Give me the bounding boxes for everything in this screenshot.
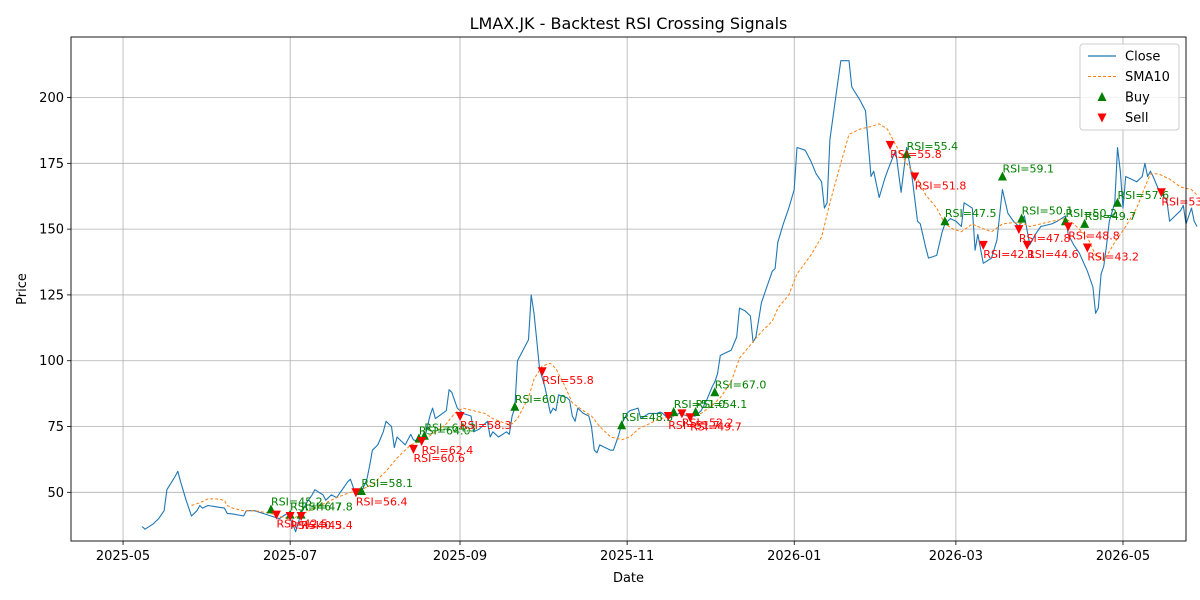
legend-label: Close (1125, 50, 1160, 65)
close-price-line (141, 60, 1198, 533)
y-tick-label: 50 (47, 486, 64, 501)
sell-rsi-label: RSI=51.8 (915, 179, 967, 192)
buy-rsi-label: RSI=64.3 (424, 422, 476, 435)
sell-marker (455, 411, 465, 421)
sell-marker (1082, 243, 1092, 253)
x-tick-label: 2026-05 (1096, 549, 1150, 564)
legend-label: Buy (1125, 91, 1150, 106)
buy-marker (1080, 218, 1090, 228)
buy-rsi-label: RSI=54.1 (696, 398, 748, 411)
y-axis-title: Price (15, 273, 30, 305)
sell-rsi-label: RSI=52.2 (682, 416, 734, 429)
legend-label: SMA10 (1125, 70, 1170, 85)
sell-marker (271, 510, 281, 520)
y-tick-label: 100 (39, 354, 64, 369)
sell-rsi-label: RSI=48.8 (1068, 229, 1120, 242)
sell-rsi-label: RSI=40.5 (290, 519, 342, 532)
buy-marker (356, 485, 366, 495)
legend-buy-swatch (1097, 92, 1107, 101)
sell-rsi-label: RSI=56.4 (356, 495, 408, 508)
sell-rsi-label: RSI=55.8 (890, 148, 942, 161)
buy-marker (902, 149, 912, 159)
x-tick-label: 2025-07 (263, 549, 317, 564)
sell-marker (296, 511, 306, 521)
buy-rsi-label: RSI=67.0 (715, 378, 767, 391)
legend-sell-swatch (1097, 113, 1107, 123)
sell-marker (417, 436, 427, 446)
sell-marker (1014, 225, 1024, 235)
buy-rsi-label: RSI=51.0 (674, 398, 726, 411)
buy-rsi-label: RSI=47.8 (301, 501, 353, 514)
buy-marker (710, 387, 720, 397)
buy-rsi-label: RSI=57.6 (1118, 189, 1170, 202)
buy-rsi-label: RSI=48.5 (622, 411, 674, 424)
buy-marker (940, 216, 950, 226)
sell-rsi-label: RSI=43.2 (1087, 251, 1139, 264)
buy-rsi-label: RSI=50.2 (1065, 207, 1117, 220)
plot-layer: RSI=45.2RSI=46.7RSI=47.8RSI=58.1RSI=64.0… (141, 60, 1200, 533)
buy-rsi-label: RSI=45.2 (271, 495, 323, 508)
y-tick-label: 125 (39, 288, 64, 303)
sell-marker (285, 511, 295, 521)
y-tick-label: 75 (47, 420, 64, 435)
sell-rsi-label: RSI=42.5 (276, 518, 328, 531)
grid-layer (71, 37, 1186, 541)
sell-marker (537, 367, 547, 377)
buy-marker (1113, 197, 1123, 207)
buy-rsi-label: RSI=47.5 (945, 207, 997, 220)
y-tick-label: 175 (39, 157, 64, 172)
sell-rsi-label: RSI=51.7 (668, 419, 720, 432)
chart-title: LMAX.JK - Backtest RSI Crossing Signals (470, 14, 788, 33)
sell-marker (663, 411, 673, 421)
sell-rsi-label: RSI=58.3 (460, 419, 512, 432)
sell-rsi-label: RSI=62.4 (422, 444, 474, 457)
sell-marker (408, 444, 418, 454)
buy-marker (1017, 213, 1027, 223)
sell-rsi-label: RSI=49.7 (690, 420, 742, 433)
sell-rsi-label: RSI=44.6 (1027, 248, 1079, 261)
x-tick-label: 2026-03 (929, 549, 983, 564)
buy-rsi-label: RSI=55.4 (907, 140, 959, 153)
sell-rsi-label: RSI=55.8 (542, 374, 594, 387)
legend-box (1079, 43, 1180, 131)
buy-rsi-label: RSI=60.0 (515, 393, 567, 406)
tick-layer: 2025-05 2025-07 2025-09 2025-11 2026-01 2026-… (39, 91, 1150, 564)
sell-marker (885, 140, 895, 150)
sma10-line (191, 123, 1198, 520)
x-axis-title: Date (613, 571, 644, 586)
sell-marker (1022, 240, 1032, 250)
sell-marker (1063, 222, 1073, 232)
x-tick-label: 2025-05 (96, 549, 150, 564)
sell-rsi-label: RSI=60.6 (413, 452, 465, 465)
legend-label: Sell (1125, 111, 1148, 126)
buy-rsi-label: RSI=49.7 (1085, 210, 1137, 223)
x-tick-label: 2026-01 (767, 549, 821, 564)
sell-marker (978, 240, 988, 250)
sell-marker (1156, 188, 1166, 198)
sell-marker (910, 172, 920, 182)
buy-marker (617, 420, 627, 430)
sell-marker (685, 413, 695, 423)
sell-rsi-label: RSI=43.4 (301, 519, 353, 532)
sell-marker (677, 409, 687, 419)
sell-rsi-label: RSI=53.1 (1161, 195, 1200, 208)
buy-rsi-label: RSI=50.1 (1022, 205, 1074, 218)
y-tick-label: 150 (39, 223, 64, 238)
y-tick-label: 200 (39, 91, 64, 106)
buy-rsi-label: RSI=46.7 (290, 501, 342, 514)
x-tick-label: 2025-09 (433, 549, 487, 564)
sell-rsi-label: RSI=42.1 (983, 248, 1035, 261)
buy-rsi-label: RSI=59.1 (1002, 162, 1054, 175)
buy-rsi-label: RSI=64.0 (419, 424, 471, 437)
buy-rsi-label: RSI=58.1 (361, 477, 413, 490)
buy-marker (510, 401, 520, 411)
sell-rsi-label: RSI=47.8 (1019, 232, 1071, 245)
x-tick-label: 2025-11 (600, 549, 654, 564)
legend: Close SMA10 Buy Sell (1079, 43, 1180, 131)
sell-marker (351, 488, 361, 498)
buy-marker (997, 171, 1007, 181)
plot-frame (70, 36, 1187, 542)
